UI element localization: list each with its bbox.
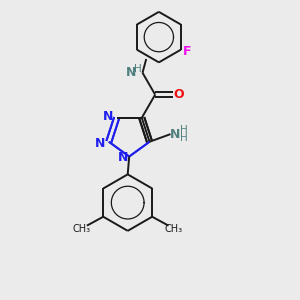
Text: N: N [126,66,136,79]
Text: H: H [180,133,188,143]
Text: N: N [170,128,180,141]
Text: CH₃: CH₃ [73,224,91,234]
Text: H: H [180,125,188,135]
Text: N: N [118,151,128,164]
Text: N: N [103,110,113,123]
Text: N: N [95,137,106,150]
Text: F: F [183,45,191,58]
Text: H: H [134,64,142,74]
Text: CH₃: CH₃ [165,224,183,234]
Text: O: O [173,88,184,101]
